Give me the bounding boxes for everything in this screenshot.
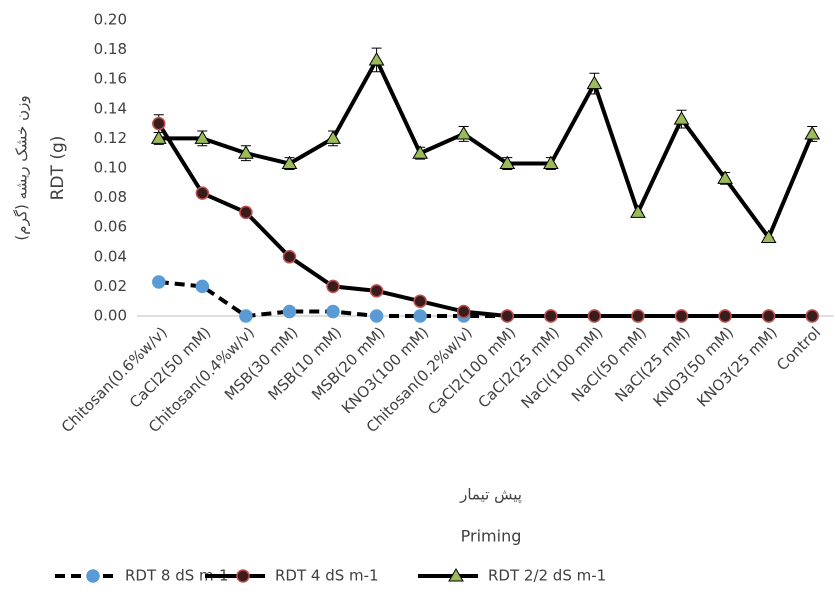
data-point: [326, 279, 340, 294]
y-axis-title-fa: وزن خشک ریشه (گرم): [13, 95, 31, 240]
data-point: [282, 250, 297, 264]
y-tick-label: 0.06: [94, 218, 127, 236]
data-point: [239, 309, 253, 323]
data-point: [152, 275, 166, 289]
legend-label: RDT 2/2 dS m-1: [488, 567, 606, 585]
legend-label: RDT 4 dS m-1: [275, 567, 379, 585]
data-point: [760, 229, 777, 244]
data-point: [631, 309, 645, 323]
data-point: [239, 205, 253, 220]
data-point: [718, 309, 732, 323]
legend-label: RDT 8 dS m-1: [125, 567, 229, 585]
series-line: [158, 279, 813, 319]
data-point: [761, 309, 776, 323]
y-tick-label: 0.10: [94, 159, 127, 177]
y-tick-label: 0.18: [94, 40, 127, 58]
y-axis-title: RDT (g): [48, 136, 68, 201]
y-tick-label: 0.08: [94, 188, 127, 206]
data-point: [238, 145, 254, 159]
y-tick-label: 0.14: [94, 99, 127, 117]
data-point: [717, 170, 733, 184]
data-point: [805, 309, 819, 323]
y-tick-label: 0.02: [94, 277, 127, 295]
data-point: [281, 155, 298, 170]
data-point: [499, 155, 516, 170]
series-line: [157, 122, 813, 318]
y-tick-label: 0.12: [94, 129, 127, 147]
data-point: [456, 304, 471, 319]
data-point: [413, 309, 427, 323]
x-axis-title: Priming: [461, 527, 522, 546]
data-point: [150, 130, 167, 144]
data-point: [804, 125, 821, 140]
data-point: [194, 130, 211, 144]
data-point: [282, 304, 297, 319]
y-tick-label: 0.16: [94, 70, 127, 88]
x-axis-title-fa: پیش تیمار: [459, 486, 522, 505]
data-point: [544, 309, 558, 323]
data-point: [500, 309, 515, 323]
data-point: [413, 294, 427, 308]
data-point: [326, 304, 340, 319]
data-point: [369, 309, 384, 323]
data-point: [673, 111, 690, 125]
y-tick-label: 0.00: [94, 307, 127, 325]
data-point: [369, 284, 384, 298]
y-tick-label: 0.20: [94, 11, 127, 29]
data-point: [587, 309, 602, 323]
x-tick-label: KNO3(25 mM): [693, 323, 780, 410]
legend-marker: [86, 569, 100, 583]
y-tick-label: 0.04: [94, 247, 127, 265]
legend-marker: [236, 569, 250, 583]
data-point: [195, 186, 210, 200]
data-point: [195, 279, 210, 294]
data-point: [542, 155, 559, 170]
data-point: [586, 75, 603, 90]
data-point: [412, 145, 429, 159]
data-point: [674, 309, 689, 323]
legend-marker: [448, 568, 464, 582]
series-line: [158, 55, 815, 242]
x-tick-label: Control: [773, 323, 824, 374]
data-point: [630, 204, 646, 218]
data-point: [325, 130, 341, 144]
data-point: [455, 125, 472, 140]
data-point: [152, 116, 166, 131]
data-point: [368, 51, 385, 66]
